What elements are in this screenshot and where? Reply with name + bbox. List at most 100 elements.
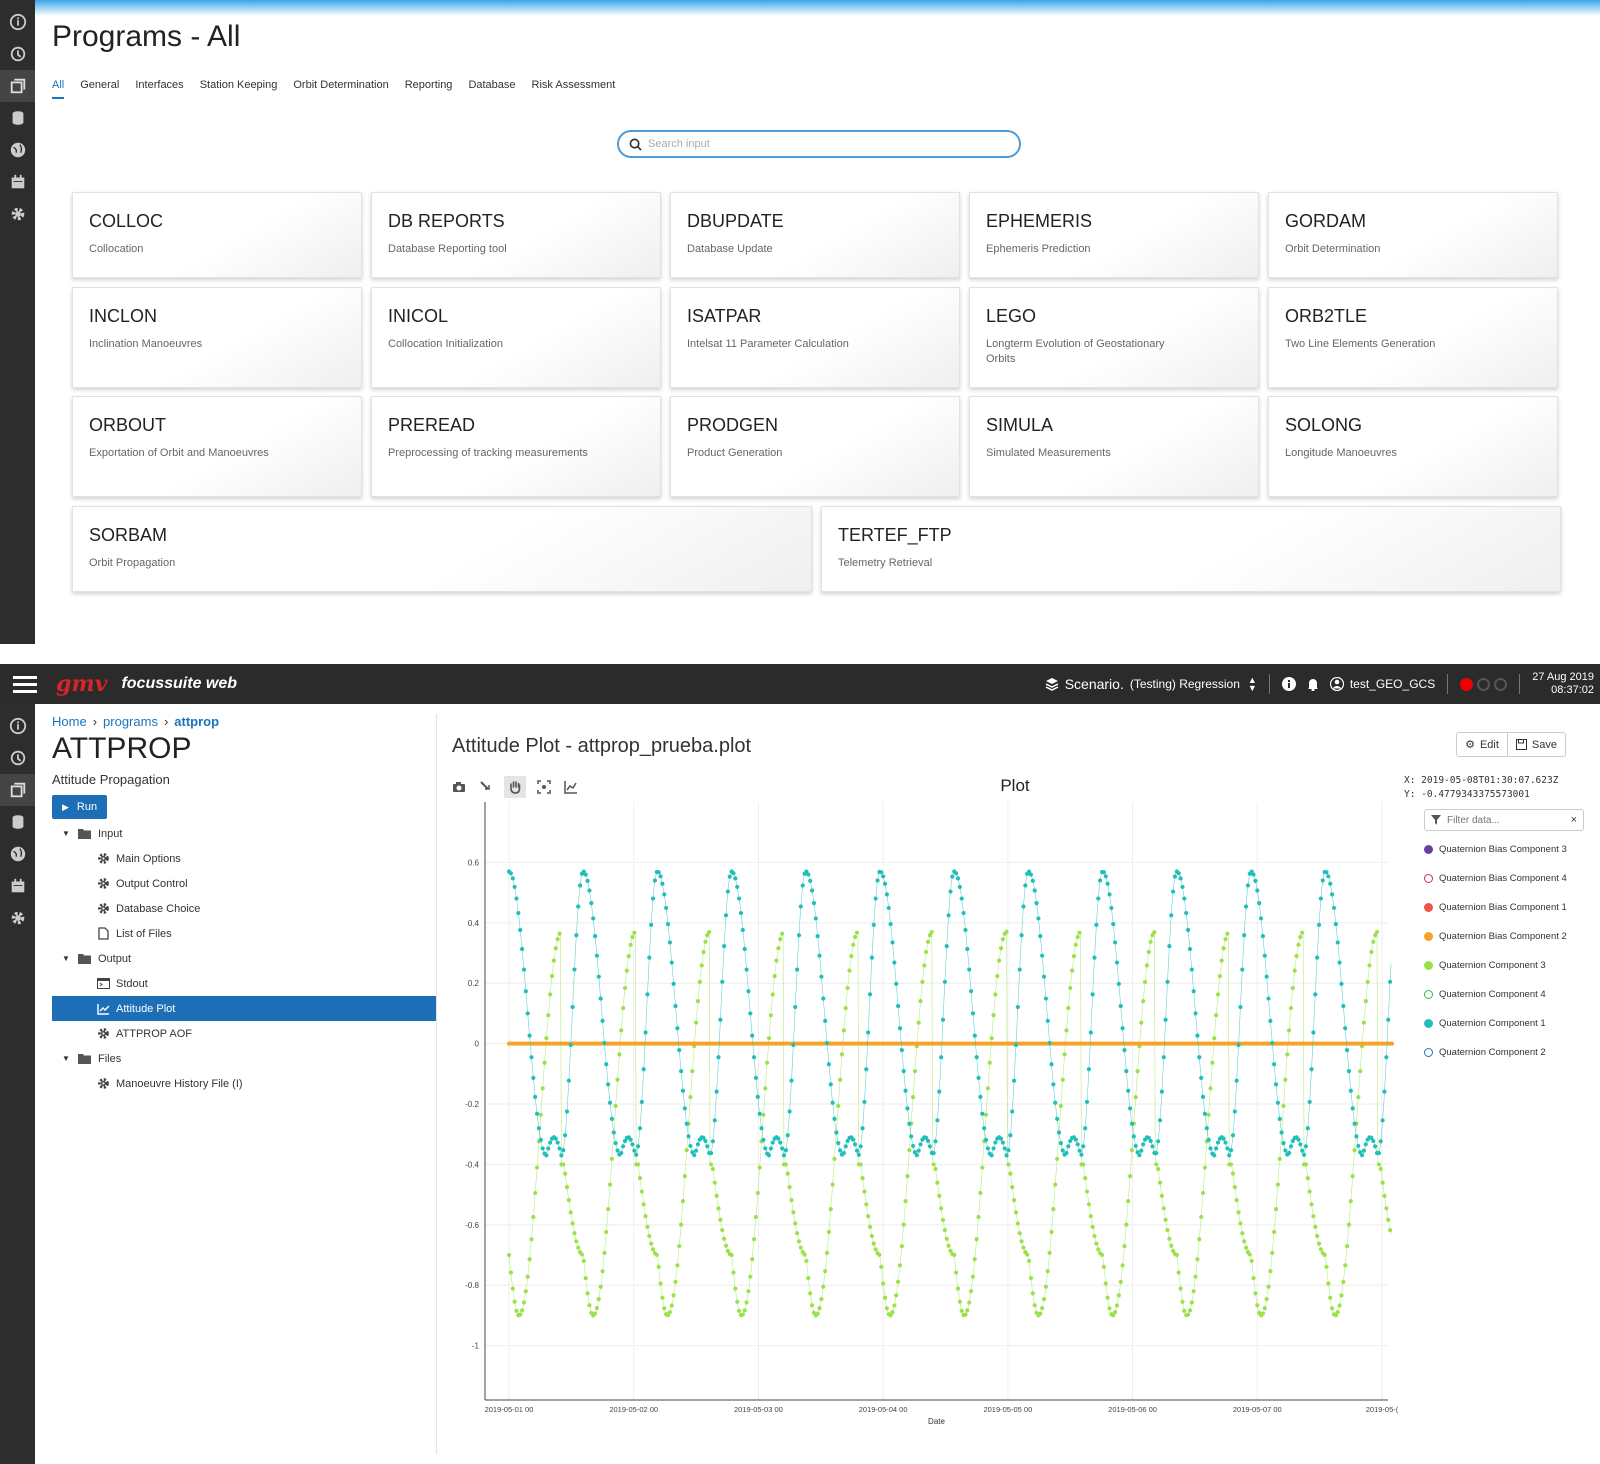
tab-general[interactable]: General bbox=[80, 79, 120, 91]
program-card-lego[interactable]: LEGO Longterm Evolution of Geostationary … bbox=[969, 287, 1259, 388]
attprop-screen: gmv focussuite web Scenario. (Testing) R… bbox=[0, 664, 1600, 1464]
program-card-simula[interactable]: SIMULA Simulated Measurements bbox=[969, 396, 1259, 497]
program-card-db-reports[interactable]: DB REPORTS Database Reporting tool bbox=[371, 192, 661, 278]
program-card-preread[interactable]: PREREAD Preprocessing of tracking measure… bbox=[371, 396, 661, 497]
tab-database[interactable]: Database bbox=[468, 79, 516, 91]
programs-icon[interactable] bbox=[0, 70, 35, 102]
tab-all[interactable]: All bbox=[52, 79, 65, 99]
calendar-icon[interactable] bbox=[0, 870, 35, 902]
clear-icon[interactable]: × bbox=[1570, 814, 1577, 826]
tree-main-options[interactable]: Main Options bbox=[52, 846, 436, 871]
pan-hand-icon[interactable] bbox=[504, 776, 526, 798]
program-card-ephemeris[interactable]: EPHEMERIS Ephemeris Prediction bbox=[969, 192, 1259, 278]
program-card-orbout[interactable]: ORBOUT Exportation of Orbit and Manoeuvre… bbox=[72, 396, 362, 497]
globe-icon[interactable] bbox=[0, 134, 35, 166]
tree-input[interactable]: ▼ Input bbox=[52, 821, 436, 846]
tree-output-control[interactable]: Output Control bbox=[52, 871, 436, 896]
tree-files[interactable]: ▼ Files bbox=[52, 1046, 436, 1071]
tab-risk-assessment[interactable]: Risk Assessment bbox=[531, 79, 616, 91]
quaternion-component-3-point bbox=[1103, 1281, 1108, 1286]
database-icon[interactable] bbox=[0, 806, 35, 838]
tree-attitude-plot[interactable]: Attitude Plot bbox=[52, 996, 436, 1021]
search-input[interactable] bbox=[648, 138, 988, 150]
program-card-prodgen[interactable]: PRODGEN Product Generation bbox=[670, 396, 960, 497]
quaternion-component-1-point bbox=[1212, 1153, 1217, 1158]
quaternion-component-3-point bbox=[1163, 1217, 1168, 1222]
filter-box[interactable]: × bbox=[1424, 809, 1584, 831]
legend-item[interactable]: Quaternion Bias Component 2 bbox=[1424, 922, 1567, 951]
calendar-icon[interactable] bbox=[0, 166, 35, 198]
legend-item[interactable]: Quaternion Bias Component 3 bbox=[1424, 835, 1567, 864]
info-icon[interactable] bbox=[0, 710, 35, 742]
quaternion-component-3-point bbox=[1094, 1241, 1099, 1246]
database-icon[interactable] bbox=[0, 102, 35, 134]
quaternion-component-1-point bbox=[1075, 1142, 1080, 1147]
edit-button[interactable]: ⚙ Edit bbox=[1457, 733, 1507, 756]
program-card-inclon[interactable]: INCLON Inclination Manoeuvres bbox=[72, 287, 362, 388]
caret-down-icon[interactable]: ▼ bbox=[62, 829, 70, 838]
save-button[interactable]: Save bbox=[1506, 733, 1565, 756]
search-box[interactable] bbox=[617, 130, 1021, 158]
filter-input[interactable] bbox=[1447, 814, 1557, 826]
programs-icon[interactable] bbox=[0, 774, 35, 806]
user-menu[interactable]: test_GEO_GCS bbox=[1329, 677, 1435, 691]
quaternion-component-3-point bbox=[508, 1270, 513, 1275]
caret-down-icon[interactable]: ▼ bbox=[62, 954, 70, 963]
zoom-select-icon[interactable] bbox=[477, 778, 495, 796]
quaternion-component-3-point bbox=[1236, 1210, 1241, 1215]
quaternion-component-1-point bbox=[830, 1100, 835, 1105]
legend-item[interactable]: Quaternion Component 4 bbox=[1424, 980, 1567, 1009]
tree-attprop-aof[interactable]: ATTPROP AOF bbox=[52, 1021, 436, 1046]
run-button[interactable]: ▶ Run bbox=[52, 795, 107, 819]
tab-orbit-determination[interactable]: Orbit Determination bbox=[293, 79, 389, 91]
gear-icon: ⚙ bbox=[1465, 739, 1475, 751]
program-card-isatpar[interactable]: ISATPAR Intelsat 11 Parameter Calculation bbox=[670, 287, 960, 388]
attitude-plot-chart[interactable]: 0.6 0.4 0.2 0 -0.2 -0.4 -0.6 -0.8 -1 2019-05-01 0… bbox=[440, 794, 1400, 1426]
legend-item[interactable]: Quaternion Bias Component 1 bbox=[1424, 893, 1567, 922]
program-card-solong[interactable]: SOLONG Longitude Manoeuvres bbox=[1268, 396, 1558, 497]
program-card-tertef-ftp[interactable]: TERTEF_FTP Telemetry Retrieval bbox=[821, 506, 1561, 592]
legend-item[interactable]: Quaternion Component 2 bbox=[1424, 1038, 1567, 1067]
program-card-dbupdate[interactable]: DBUPDATE Database Update bbox=[670, 192, 960, 278]
program-card-orb2tle[interactable]: ORB2TLE Two Line Elements Generation bbox=[1268, 287, 1558, 388]
tree-output[interactable]: ▼ Output bbox=[52, 946, 436, 971]
globe-icon[interactable] bbox=[0, 838, 35, 870]
tree-list-of-files[interactable]: List of Files bbox=[52, 921, 436, 946]
history-icon[interactable] bbox=[0, 38, 35, 70]
history-icon[interactable] bbox=[0, 742, 35, 774]
info-icon[interactable] bbox=[0, 6, 35, 38]
tree-stdout[interactable]: Stdout bbox=[52, 971, 436, 996]
quaternion-component-3-point bbox=[632, 930, 637, 935]
info-icon[interactable] bbox=[1281, 677, 1296, 691]
settings-icon[interactable] bbox=[0, 902, 35, 934]
menu-icon[interactable] bbox=[0, 675, 50, 693]
chart-settings-icon[interactable] bbox=[562, 778, 580, 796]
quaternion-component-3-point bbox=[568, 1210, 573, 1215]
program-card-colloc[interactable]: COLLOC Collocation bbox=[72, 192, 362, 278]
quaternion-component-1-point bbox=[1257, 900, 1262, 906]
breadcrumb-current[interactable]: attprop bbox=[174, 714, 220, 729]
tab-station-keeping[interactable]: Station Keeping bbox=[199, 79, 278, 91]
tab-reporting[interactable]: Reporting bbox=[404, 79, 453, 91]
program-card-sorbam[interactable]: SORBAM Orbit Propagation bbox=[72, 506, 812, 592]
scenario-selector[interactable]: Scenario. (Testing) Regression ▲ ▼ bbox=[1045, 676, 1257, 693]
legend-item[interactable]: Quaternion Component 3 bbox=[1424, 951, 1567, 980]
program-card-inicol[interactable]: INICOL Collocation Initialization bbox=[371, 287, 661, 388]
program-card-gordam[interactable]: GORDAM Orbit Determination bbox=[1268, 192, 1558, 278]
autoscale-icon[interactable] bbox=[535, 778, 553, 796]
settings-icon[interactable] bbox=[0, 198, 35, 230]
breadcrumb-home[interactable]: Home bbox=[52, 714, 87, 729]
camera-icon[interactable] bbox=[450, 778, 468, 796]
quaternion-component-3-point bbox=[705, 933, 710, 938]
quaternion-component-1-point bbox=[591, 916, 596, 921]
breadcrumb-programs[interactable]: programs bbox=[103, 714, 158, 729]
tree-manoeuvre-history[interactable]: Manoeuvre History File (I) bbox=[52, 1071, 436, 1096]
quaternion-component-1-point bbox=[585, 878, 590, 883]
legend-item[interactable]: Quaternion Component 1 bbox=[1424, 1009, 1567, 1038]
bell-icon[interactable] bbox=[1306, 677, 1320, 691]
quaternion-component-1-point bbox=[1388, 979, 1393, 984]
caret-down-icon[interactable]: ▼ bbox=[62, 1054, 70, 1063]
legend-item[interactable]: Quaternion Bias Component 4 bbox=[1424, 864, 1567, 893]
tree-database-choice[interactable]: Database Choice bbox=[52, 896, 436, 921]
tab-interfaces[interactable]: Interfaces bbox=[135, 79, 184, 91]
